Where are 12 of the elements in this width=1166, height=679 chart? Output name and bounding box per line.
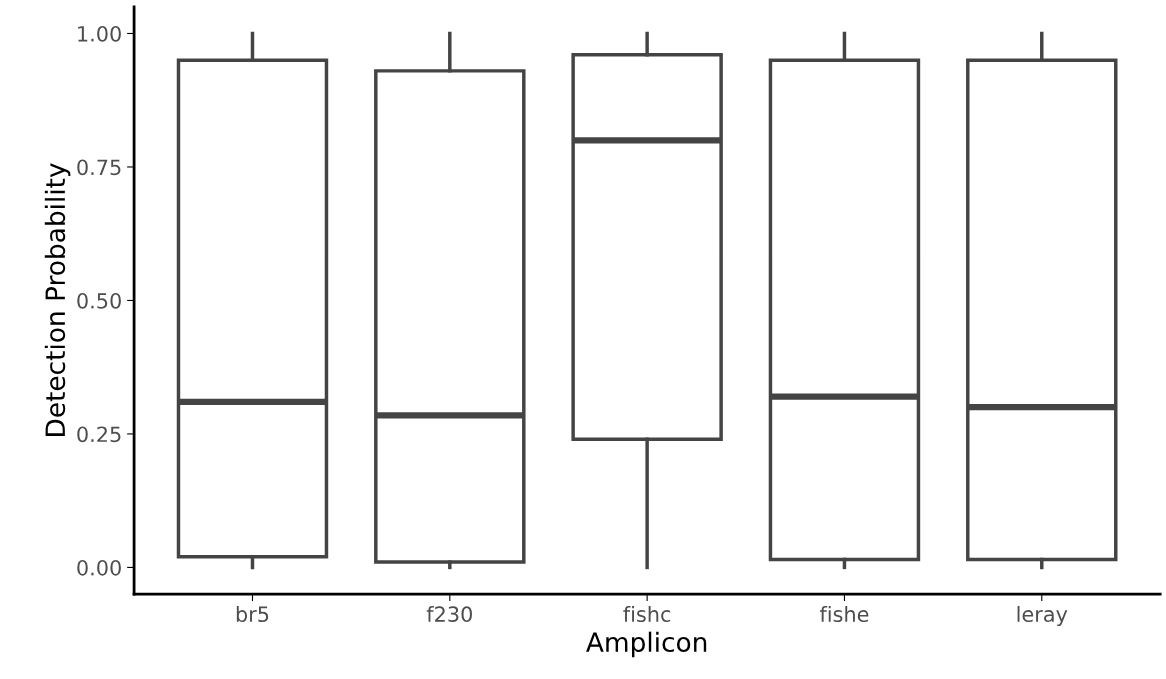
y-tick-label: 0.25 xyxy=(77,426,121,443)
y-tick-label: 1.00 xyxy=(78,25,121,42)
y-axis-title: Detection Probability xyxy=(44,163,71,436)
x-tick-label: fishe xyxy=(819,605,869,623)
x-tick-label: br5 xyxy=(236,605,269,623)
x-axis-title: Amplicon xyxy=(586,631,707,658)
x-tick-label: f230 xyxy=(426,605,472,623)
y-tick-label: 0.00 xyxy=(77,559,121,576)
x-tick-label: leray xyxy=(1017,605,1068,627)
x-tick-label: fishc xyxy=(623,605,671,623)
y-tick-label: 0.50 xyxy=(77,292,121,309)
y-tick-label: 0.75 xyxy=(77,159,121,176)
